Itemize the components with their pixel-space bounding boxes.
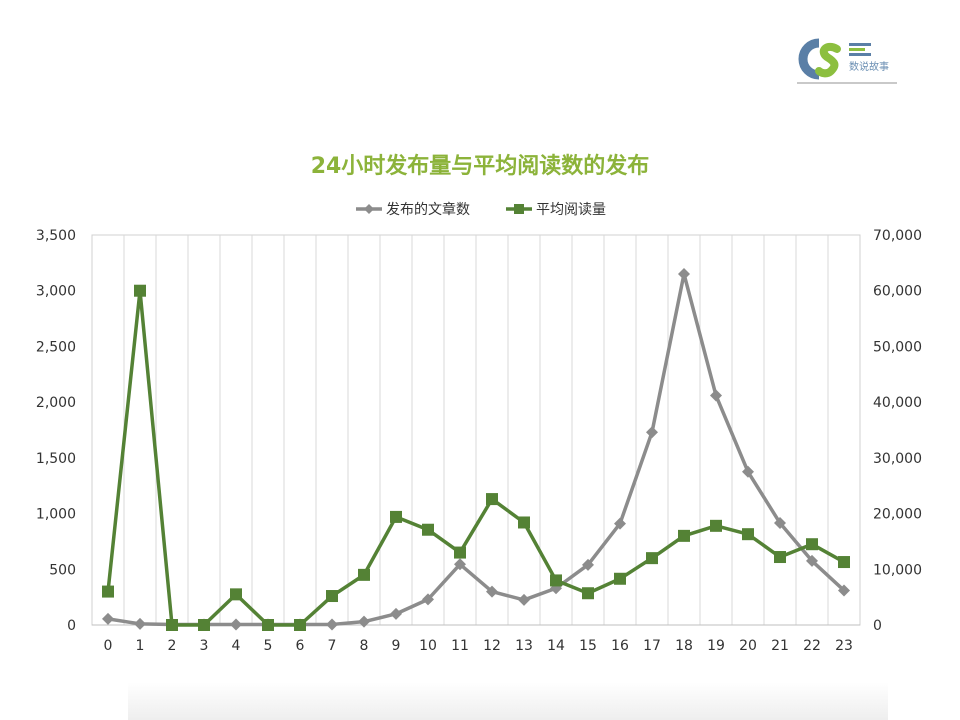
- x-tick-label: 17: [643, 638, 661, 654]
- data-point: [678, 529, 690, 542]
- y-left-tick-label: 1,000: [36, 507, 76, 523]
- legend-label: 发布的文章数: [386, 201, 470, 218]
- y-right-tick-label: 0: [873, 618, 882, 634]
- data-point: [774, 551, 786, 564]
- y-left-tick-label: 0: [67, 618, 76, 634]
- data-point: [838, 556, 850, 569]
- y-right-tick-label: 20,000: [873, 507, 922, 523]
- logo-s-icon: [815, 42, 841, 78]
- x-tick-label: 1: [136, 638, 145, 654]
- data-point: [422, 593, 434, 606]
- x-tick-label: 2: [168, 638, 177, 654]
- data-point: [230, 588, 242, 601]
- data-point: [710, 389, 722, 402]
- x-tick-label: 0: [104, 638, 113, 654]
- data-point: [838, 584, 850, 597]
- x-tick-label: 3: [200, 638, 209, 654]
- data-point: [646, 426, 658, 439]
- x-tick-label: 13: [515, 638, 533, 654]
- y-right-tick-label: 50,000: [873, 339, 922, 355]
- data-point: [614, 572, 626, 585]
- data-point: [582, 587, 594, 600]
- x-tick-label: 9: [392, 638, 401, 654]
- x-tick-label: 12: [483, 638, 501, 654]
- data-point: [486, 493, 498, 506]
- y-left-tick-label: 2,500: [36, 339, 76, 355]
- data-point: [134, 617, 146, 630]
- x-tick-label: 18: [675, 638, 693, 654]
- data-point: [486, 585, 498, 598]
- x-tick-label: 20: [739, 638, 757, 654]
- data-point: [358, 615, 370, 628]
- legend-marker: [364, 204, 374, 214]
- data-point: [262, 619, 274, 631]
- data-point: [422, 523, 434, 536]
- y-left-tick-label: 3,000: [36, 284, 76, 300]
- data-point: [102, 612, 114, 625]
- y-right-tick-label: 10,000: [873, 562, 922, 578]
- x-tick-label: 10: [419, 638, 437, 654]
- data-point: [134, 284, 146, 297]
- x-tick-label: 7: [328, 638, 337, 654]
- data-point: [390, 607, 402, 620]
- data-point: [102, 585, 114, 598]
- y-left-tick-label: 3,500: [36, 228, 76, 244]
- data-point: [390, 510, 402, 523]
- data-point: [646, 552, 658, 565]
- data-point: [774, 517, 786, 530]
- data-point: [742, 465, 754, 478]
- data-point: [454, 546, 466, 559]
- chart-title: 24小时发布量与平均阅读数的发布: [310, 154, 650, 179]
- data-point: [326, 590, 338, 603]
- x-tick-label: 15: [579, 638, 597, 654]
- y-left-tick-label: 500: [49, 562, 76, 578]
- slide-shadow: [128, 682, 888, 720]
- data-point: [166, 619, 178, 631]
- data-point: [678, 268, 690, 280]
- x-tick-label: 8: [360, 638, 369, 654]
- x-tick-label: 11: [451, 638, 469, 654]
- logo: 数说故事: [798, 38, 889, 80]
- x-tick-label: 23: [835, 638, 853, 654]
- data-point: [198, 619, 210, 631]
- data-point: [582, 558, 594, 571]
- data-point: [710, 519, 722, 532]
- data-point: [294, 619, 306, 631]
- logo-divider: [797, 82, 897, 84]
- x-tick-label: 16: [611, 638, 629, 654]
- x-tick-label: 19: [707, 638, 725, 654]
- data-point: [230, 618, 242, 631]
- data-point: [550, 574, 562, 587]
- y-right-tick-label: 60,000: [873, 284, 922, 300]
- logo-bar-icon: [849, 48, 865, 51]
- logo-bar-icon: [849, 53, 871, 56]
- y-right-tick-label: 40,000: [873, 395, 922, 411]
- x-tick-label: 22: [803, 638, 821, 654]
- x-tick-label: 4: [232, 638, 241, 654]
- x-tick-label: 14: [547, 638, 565, 654]
- data-point: [358, 568, 370, 581]
- legend-marker: [514, 204, 524, 214]
- y-left-tick-label: 2,000: [36, 395, 76, 411]
- logo-c-icon: [798, 38, 820, 80]
- x-tick-label: 6: [296, 638, 305, 654]
- data-point: [806, 554, 818, 567]
- y-left-tick-label: 1,500: [36, 451, 76, 467]
- logo-text: 数说故事: [849, 60, 889, 73]
- data-point: [326, 618, 338, 631]
- data-point: [454, 558, 466, 571]
- x-tick-label: 21: [771, 638, 789, 654]
- y-right-tick-label: 70,000: [873, 228, 922, 244]
- data-point: [806, 538, 818, 551]
- data-point: [614, 517, 626, 530]
- legend-label: 平均阅读量: [536, 201, 606, 218]
- data-point: [518, 593, 530, 606]
- y-right-tick-label: 30,000: [873, 451, 922, 467]
- logo-bar-icon: [849, 43, 871, 46]
- data-point: [742, 528, 754, 541]
- x-tick-label: 5: [264, 638, 273, 654]
- data-point: [518, 516, 530, 529]
